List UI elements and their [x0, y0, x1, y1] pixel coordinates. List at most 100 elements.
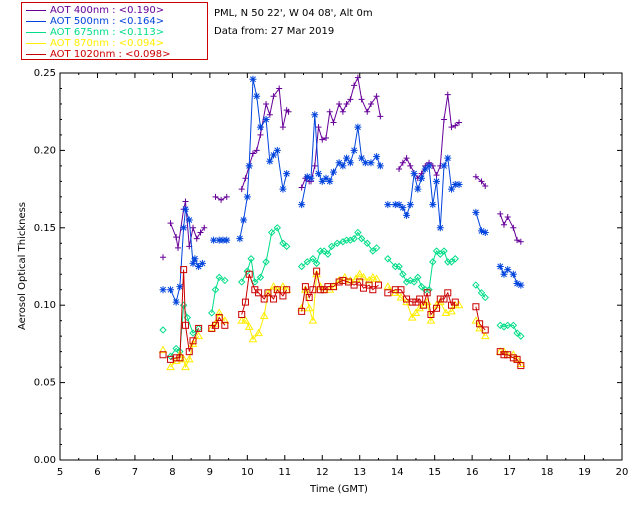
- data-point-aot-500nm: [451, 180, 459, 188]
- data-point-aot-1020nm: [283, 286, 291, 294]
- data-point-aot-1020nm: [436, 295, 444, 303]
- data-point-aot-400nm: [336, 100, 343, 107]
- data-point-aot-1020nm: [211, 321, 219, 329]
- data-point-aot-675nm: [327, 242, 336, 251]
- data-point-aot-500nm: [440, 162, 448, 170]
- series-line-aot-870nm: [170, 335, 200, 369]
- data-point-aot-675nm: [406, 276, 415, 285]
- data-point-aot-1020nm: [365, 281, 373, 289]
- data-point-aot-400nm: [399, 159, 406, 166]
- data-point-aot-400nm: [343, 100, 350, 107]
- data-point-aot-870nm: [158, 345, 168, 354]
- data-point-aot-500nm: [350, 146, 358, 154]
- data-point-aot-870nm: [304, 303, 314, 312]
- series-line-aot-1020nm: [475, 306, 486, 331]
- data-point-aot-400nm: [285, 108, 292, 115]
- legend-item-870nm: AOT 870nm : <0.094>: [26, 38, 164, 49]
- data-point-aot-675nm: [312, 259, 321, 268]
- data-point-aot-675nm: [179, 301, 188, 309]
- data-point-aot-500nm: [245, 162, 253, 170]
- data-point-aot-400nm: [242, 175, 249, 182]
- data-point-aot-675nm: [303, 258, 311, 266]
- data-point-aot-400nm: [253, 147, 260, 154]
- data-point-aot-870nm: [340, 272, 350, 281]
- data-point-aot-500nm: [322, 174, 330, 182]
- data-point-aot-675nm: [436, 250, 444, 258]
- data-point-aot-1020nm: [408, 298, 416, 306]
- data-point-aot-500nm: [500, 270, 508, 278]
- y-axis-label: Aerosol Optical Thickness: [17, 202, 28, 330]
- data-point-aot-400nm: [257, 131, 264, 138]
- x-tick-label: 7: [132, 467, 138, 478]
- y-tick-label: 0.00: [34, 455, 56, 466]
- data-point-aot-675nm: [399, 270, 407, 278]
- x-axis: 5 6 7 8 9 10 11 12 13 14 15 16 17 18 19 20: [57, 73, 628, 478]
- data-point-aot-675nm: [477, 289, 486, 297]
- data-point-aot-500nm: [219, 236, 227, 244]
- data-point-aot-870nm: [184, 354, 194, 363]
- data-point-aot-400nm: [478, 178, 485, 185]
- data-point-aot-1020nm: [433, 304, 441, 312]
- data-point-aot-1020nm: [301, 283, 309, 291]
- data-point-aot-675nm: [282, 242, 291, 251]
- data-point-aot-675nm: [262, 258, 270, 266]
- data-point-aot-870nm: [383, 282, 393, 290]
- data-point-aot-870nm: [411, 308, 421, 316]
- data-point-aot-675nm: [357, 234, 366, 243]
- data-point-aot-870nm: [244, 322, 254, 330]
- data-point-aot-400nm: [315, 124, 322, 131]
- data-point-aot-400nm: [276, 85, 283, 92]
- data-point-aot-870nm: [351, 274, 361, 282]
- plot-frame: [59, 72, 623, 461]
- data-point-aot-400nm: [354, 74, 361, 81]
- data-point-aot-500nm: [262, 115, 270, 123]
- data-point-aot-1020nm: [509, 354, 517, 362]
- data-point-aot-1020nm: [419, 301, 427, 309]
- data-point-aot-500nm: [167, 286, 175, 294]
- data-point-aot-400nm: [190, 224, 197, 231]
- data-point-aot-400nm: [266, 111, 273, 118]
- data-point-aot-675nm: [243, 267, 252, 275]
- data-point-aot-1020nm: [260, 295, 268, 303]
- data-point-aot-400nm: [377, 113, 384, 120]
- data-point-aot-500nm: [436, 224, 444, 232]
- data-point-aot-1020nm: [335, 278, 343, 286]
- data-point-aot-1020nm: [309, 286, 317, 294]
- series-aot-675nm: [159, 224, 525, 360]
- data-point-aot-1020nm: [215, 314, 223, 322]
- data-point-aot-400nm: [364, 108, 371, 115]
- data-point-aot-400nm: [433, 172, 440, 179]
- data-point-aot-400nm: [452, 122, 459, 129]
- data-point-aot-500nm: [176, 283, 184, 291]
- legend-swatch-675nm: [26, 31, 46, 33]
- data-point-aot-500nm: [513, 280, 521, 288]
- data-point-aot-675nm: [513, 329, 521, 337]
- data-point-aot-675nm: [372, 244, 381, 252]
- data-point-aot-400nm: [175, 244, 182, 251]
- data-point-aot-1020nm: [313, 267, 321, 275]
- data-point-aot-500nm: [478, 227, 485, 235]
- data-point-aot-400nm: [407, 162, 414, 169]
- legend: AOT 400nm : <0.190> AOT 500nm : <0.164> …: [21, 2, 208, 60]
- data-point-aot-675nm: [333, 239, 341, 247]
- data-point-aot-400nm: [298, 184, 305, 191]
- data-point-aot-675nm: [267, 228, 276, 237]
- series-line-aot-400nm: [170, 201, 205, 248]
- data-point-aot-675nm: [425, 286, 433, 294]
- legend-label-870nm: AOT 870nm : <0.094>: [50, 38, 165, 49]
- data-point-aot-500nm: [185, 216, 193, 224]
- data-point-aot-400nm: [167, 220, 174, 227]
- data-point-aot-400nm: [218, 196, 225, 203]
- data-point-aot-500nm: [373, 153, 381, 161]
- data-point-aot-400nm: [160, 254, 167, 261]
- y-tick-label: 0.05: [34, 378, 56, 389]
- data-point-aot-500nm: [517, 281, 525, 289]
- data-point-aot-500nm: [330, 168, 338, 176]
- data-point-aot-400nm: [482, 183, 489, 190]
- data-point-aot-870nm: [308, 316, 318, 324]
- x-tick-label: 18: [541, 467, 554, 478]
- data-point-aot-500nm: [343, 154, 351, 162]
- data-point-aot-675nm: [172, 344, 180, 353]
- data-point-aot-500nm: [198, 259, 206, 267]
